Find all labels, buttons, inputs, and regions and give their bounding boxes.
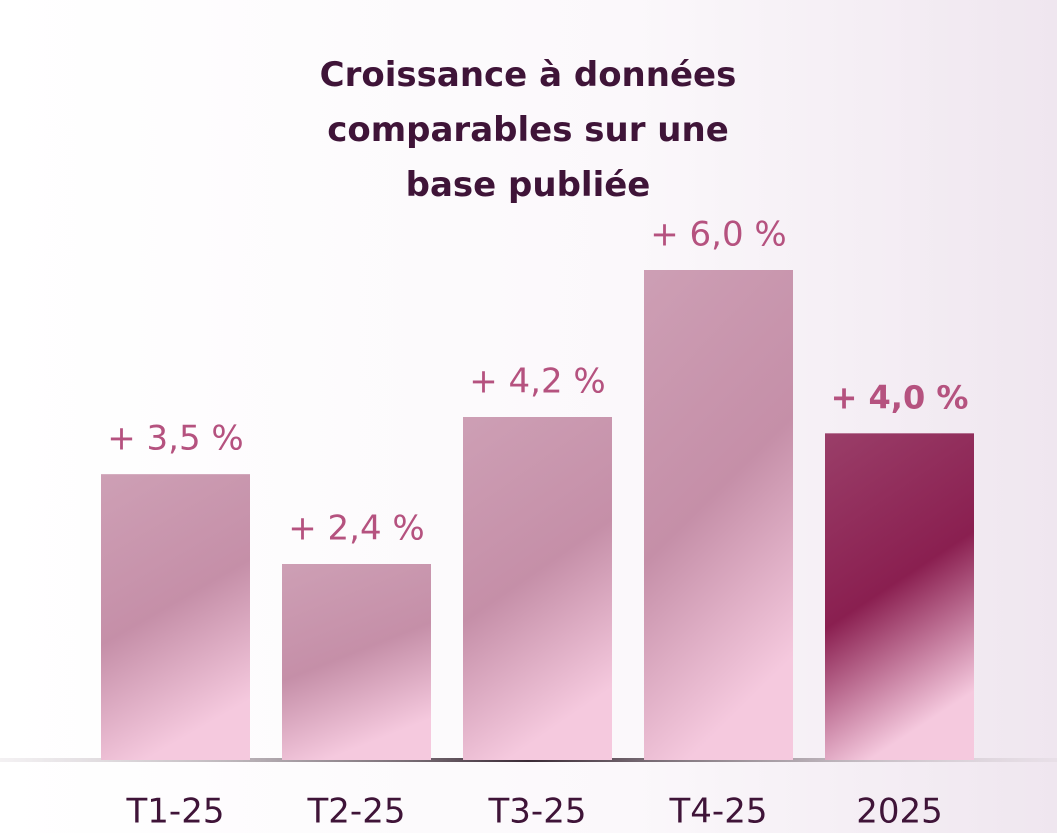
value-label: + 4,0 % [831,378,969,416]
value-label: + 3,5 % [107,419,243,459]
value-label: + 4,2 % [469,362,605,402]
bar [101,474,250,760]
x-tick-label: T4-25 [669,792,768,832]
value-label: + 6,0 % [650,215,786,255]
bar [463,417,612,760]
bar [282,564,431,760]
bar [644,270,793,760]
x-tick-label: T3-25 [488,792,587,832]
bar [825,433,974,760]
x-tick-label: T1-25 [126,792,225,832]
x-tick-label: 2025 [856,792,943,832]
chart-title: Croissance à données comparables sur une… [319,55,737,205]
x-tick-label: T2-25 [307,792,406,832]
value-label: + 2,4 % [288,509,424,549]
